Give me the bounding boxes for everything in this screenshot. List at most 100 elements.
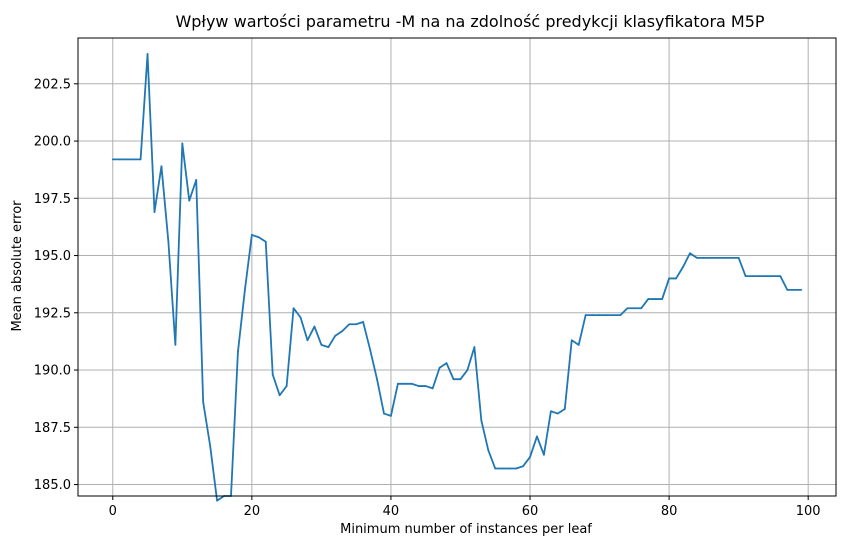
data-point [647, 298, 650, 300]
data-point [654, 298, 657, 300]
data-point [403, 382, 406, 385]
data-point [195, 179, 198, 181]
x-tick-label: 20 [244, 504, 261, 519]
y-tick-label: 192.5 [34, 306, 71, 321]
data-point [271, 373, 274, 376]
data-point [160, 165, 163, 168]
data-point [285, 385, 288, 387]
data-point [522, 465, 524, 468]
data-point [146, 53, 149, 55]
data-point [605, 314, 608, 316]
data-point [723, 256, 726, 259]
data-point [529, 456, 531, 458]
data-point [438, 366, 441, 369]
data-point [355, 323, 358, 326]
data-point [744, 275, 747, 278]
y-tick-label: 195.0 [34, 249, 71, 264]
data-point [202, 401, 205, 404]
data-point [536, 435, 538, 438]
data-point [299, 316, 302, 319]
y-tick-label: 202.5 [34, 77, 71, 92]
data-point [237, 350, 239, 353]
data-point [682, 266, 684, 268]
data-point [549, 410, 552, 413]
plot-frame [77, 37, 837, 497]
data-point [779, 275, 782, 278]
data-point [619, 314, 622, 316]
data-points [111, 53, 803, 502]
data-point [250, 234, 253, 236]
data-point [459, 378, 462, 381]
data-point [396, 382, 399, 385]
data-point [139, 158, 142, 161]
data-point [543, 453, 545, 456]
data-point [563, 408, 566, 410]
data-point [675, 277, 677, 280]
data-point [765, 275, 768, 278]
y-axis-label: Mean absolute error [10, 200, 25, 332]
data-point [702, 256, 705, 259]
data-point [167, 240, 170, 243]
data-point [313, 325, 316, 328]
data-point [452, 378, 455, 381]
data-point [591, 314, 594, 316]
grid [78, 38, 836, 496]
data-point [786, 289, 789, 291]
data-point [598, 314, 601, 316]
data-point [696, 256, 698, 259]
x-tick-label: 60 [522, 504, 539, 519]
data-point [369, 348, 371, 351]
data-point [480, 419, 483, 422]
data-point [584, 314, 587, 316]
data-point [640, 307, 643, 310]
data-point [292, 307, 295, 310]
data-point [153, 211, 156, 213]
y-axis-ticks: 185.0 187.5 190.0 192.5 195.0 197.5 200.0 202.5 [34, 77, 78, 493]
data-point [341, 330, 344, 333]
data-point [348, 323, 351, 326]
data-point [626, 307, 629, 310]
data-point [209, 444, 212, 447]
data-point [612, 314, 615, 316]
data-point [668, 277, 671, 280]
data-point [793, 289, 796, 291]
chart-title: Wpływ wartości parametru -M na na zdolno… [175, 12, 764, 31]
data-point [118, 158, 121, 161]
data-point [306, 339, 309, 342]
data-point [487, 449, 490, 452]
data-point [264, 240, 267, 243]
data-point [257, 236, 260, 239]
data-point [362, 321, 365, 323]
data-point [758, 275, 761, 278]
series-line [112, 53, 802, 502]
data-point [751, 275, 754, 278]
data-point [125, 158, 128, 161]
data-point [188, 199, 191, 202]
data-point [633, 307, 636, 310]
data-point [494, 467, 497, 470]
y-tick-label: 190.0 [34, 364, 71, 379]
data-point [577, 343, 580, 346]
data-point [709, 256, 712, 259]
y-tick-label: 197.5 [34, 192, 71, 207]
x-tick-label: 100 [796, 504, 821, 519]
data-point [383, 412, 385, 415]
y-tick-label: 185.0 [34, 478, 71, 493]
data-point [334, 334, 337, 337]
data-point [410, 382, 413, 385]
y-tick-label: 200.0 [34, 135, 71, 150]
data-point [320, 343, 323, 346]
data-point [556, 412, 559, 415]
data-point [424, 385, 427, 387]
data-point [327, 346, 330, 349]
data-point [716, 256, 719, 259]
data-point [243, 289, 246, 291]
x-axis-ticks: 0 20 40 60 80 100 [109, 496, 821, 519]
data-point [181, 142, 184, 145]
data-point [278, 394, 281, 397]
x-tick-label: 40 [383, 504, 400, 519]
data-point [800, 289, 803, 291]
x-tick-label: 80 [661, 504, 678, 519]
data-point [501, 467, 504, 470]
data-point [445, 362, 448, 365]
